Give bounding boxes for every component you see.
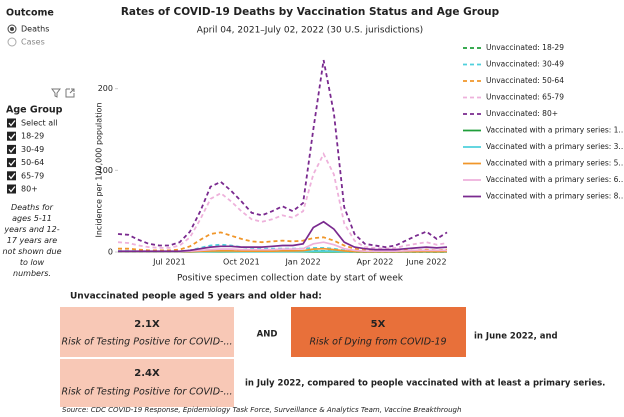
- box2-label: Risk of Dying from COVID-19: [309, 337, 446, 348]
- filter-icon[interactable]: [51, 88, 61, 98]
- checkbox[interactable]: [7, 118, 16, 128]
- check-mark: [8, 120, 16, 127]
- check-mark: [8, 159, 16, 167]
- x-tick-label: Apr 2022: [357, 258, 394, 267]
- x-tick-label: June 2022: [405, 258, 446, 267]
- legend-label[interactable]: Unvaccinated: 50-64: [486, 76, 564, 85]
- and-text: AND: [257, 330, 278, 340]
- legend-label[interactable]: Unvaccinated: 18-29: [486, 43, 564, 52]
- checkbox[interactable]: [7, 184, 16, 194]
- check-mark: [8, 146, 16, 153]
- legend-label[interactable]: Vaccinated with a primary series: 8...: [486, 192, 624, 201]
- chart-title: Rates of COVID-19 Deaths by Vaccination …: [121, 6, 500, 18]
- x-tick-label: Oct 2021: [223, 258, 260, 267]
- box1-label: Risk of Testing Positive for COVID-...: [61, 337, 232, 348]
- summary-text: in July 2022, compared to people vaccina…: [245, 379, 605, 389]
- y-tick-label: 200: [98, 84, 113, 93]
- radio-cases[interactable]: [7, 37, 17, 47]
- legend-label[interactable]: Vaccinated with a primary series: 1...: [486, 126, 624, 135]
- legend-label[interactable]: Unvaccinated: 30-49: [486, 60, 564, 69]
- summary-text: in June 2022, and: [474, 332, 558, 342]
- age-option[interactable]: 50-64: [21, 158, 44, 167]
- summary-heading: Unvaccinated people aged 5 years and old…: [70, 292, 322, 302]
- source: Source: CDC COVID-19 Response, Epidemiol…: [62, 406, 461, 414]
- age-option[interactable]: 65-79: [21, 171, 44, 180]
- x-tick-label: Jan 2022: [284, 258, 320, 267]
- age-option[interactable]: 80+: [21, 185, 38, 194]
- series-line: [118, 220, 448, 253]
- checkbox[interactable]: [7, 171, 16, 181]
- series-line: [117, 59, 448, 249]
- legend-label[interactable]: Vaccinated with a primary series: 6...: [486, 175, 624, 184]
- y-tick-label: 0: [108, 248, 113, 257]
- checkbox[interactable]: [7, 144, 16, 154]
- check-mark: [8, 133, 16, 140]
- expand-icon[interactable]: [65, 88, 75, 98]
- box1: [60, 307, 234, 357]
- outcome-option[interactable]: Deaths: [21, 25, 49, 34]
- box3-label: Risk of Testing Positive for COVID-...: [61, 387, 232, 398]
- checkbox[interactable]: [7, 158, 16, 168]
- age-option[interactable]: 18-29: [21, 132, 44, 141]
- box1-value: 2.1X: [134, 319, 160, 330]
- x-axis-label: Positive specimen collection date by sta…: [177, 274, 404, 284]
- outcome-option[interactable]: Cases: [21, 38, 45, 47]
- legend-label[interactable]: Unvaccinated: 80+: [486, 109, 558, 118]
- note: Deaths for ages 5-11 years and 12-17 yea…: [2, 203, 62, 278]
- age-title: Age Group: [6, 105, 63, 116]
- radio-dot: [10, 27, 14, 31]
- y-axis-label: Incidence per 100,000 population: [95, 102, 104, 237]
- age-option[interactable]: Select all: [21, 119, 58, 128]
- legend-label[interactable]: Unvaccinated: 65-79: [486, 93, 564, 102]
- outcome-title: Outcome: [6, 8, 54, 19]
- series-line: [117, 152, 448, 250]
- chart-subtitle: April 04, 2021–July 02, 2022 (30 U.S. ju…: [197, 26, 423, 36]
- check-mark: [8, 186, 16, 193]
- legend-label[interactable]: Vaccinated with a primary series: 3...: [486, 142, 624, 151]
- legend-label[interactable]: Vaccinated with a primary series: 5...: [486, 159, 624, 168]
- box3-value: 2.4X: [134, 368, 160, 379]
- age-option[interactable]: 30-49: [21, 145, 44, 154]
- checkbox[interactable]: [7, 131, 16, 141]
- box2-value: 5X: [371, 319, 386, 330]
- box3: [60, 359, 234, 407]
- box2: [291, 307, 466, 357]
- check-mark: [8, 172, 16, 180]
- y-tick-label: 100: [98, 166, 113, 175]
- x-tick-label: Jul 2021: [152, 258, 186, 267]
